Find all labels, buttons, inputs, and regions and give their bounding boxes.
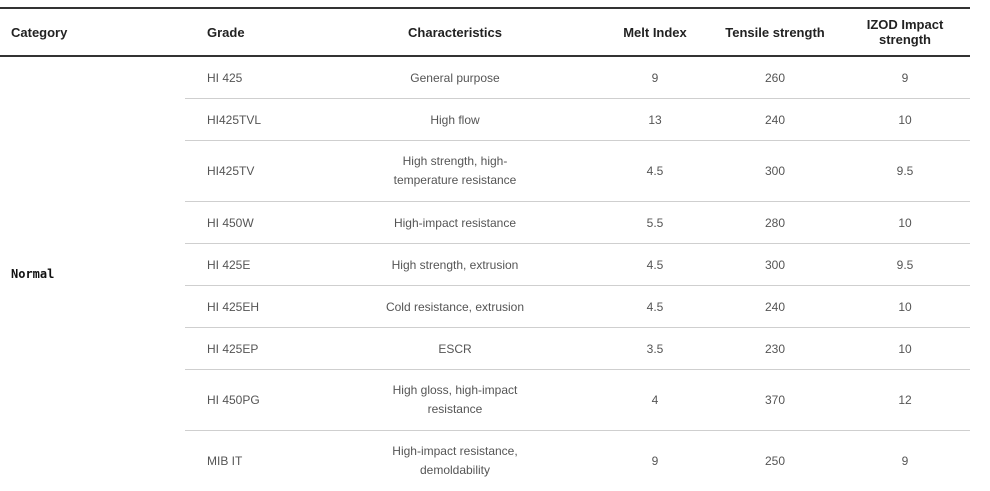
grade-cell: HI425TV — [185, 141, 310, 202]
tensile-strength-cell: 250 — [710, 431, 840, 491]
melt-index-cell: 5.5 — [600, 202, 710, 244]
characteristics-cell: High gloss, high-impact resistance — [310, 370, 600, 431]
melt-index-cell: 3.5 — [600, 328, 710, 370]
category-cell: Normal — [0, 56, 185, 491]
characteristics-cell: High-impact resistance, demoldability — [310, 431, 600, 491]
tensile-strength-cell: 370 — [710, 370, 840, 431]
header-melt-index: Melt Index — [600, 8, 710, 56]
characteristics-cell: ESCR — [310, 328, 600, 370]
tensile-strength-cell: 260 — [710, 56, 840, 99]
characteristics-cell: High strength, extrusion — [310, 244, 600, 286]
header-izod-impact-strength: IZOD Impact strength — [840, 8, 970, 56]
izod-cell: 10 — [840, 202, 970, 244]
header-grade: Grade — [185, 8, 310, 56]
melt-index-cell: 4.5 — [600, 244, 710, 286]
melt-index-cell: 4.5 — [600, 141, 710, 202]
header-row: Category Grade Characteristics Melt Inde… — [0, 8, 970, 56]
table-row: Normal HI 425 General purpose 9 260 9 — [0, 56, 970, 99]
tensile-strength-cell: 240 — [710, 99, 840, 141]
izod-cell: 10 — [840, 286, 970, 328]
grade-cell: MIB IT — [185, 431, 310, 491]
grade-cell: HI 425EP — [185, 328, 310, 370]
izod-cell: 9.5 — [840, 141, 970, 202]
header-tensile-strength: Tensile strength — [710, 8, 840, 56]
grade-cell: HI 425EH — [185, 286, 310, 328]
izod-cell: 10 — [840, 328, 970, 370]
melt-index-cell: 4 — [600, 370, 710, 431]
tensile-strength-cell: 230 — [710, 328, 840, 370]
tensile-strength-cell: 300 — [710, 244, 840, 286]
grade-cell: HI 450W — [185, 202, 310, 244]
characteristics-cell: High flow — [310, 99, 600, 141]
melt-index-cell: 9 — [600, 56, 710, 99]
grade-cell: HI 425E — [185, 244, 310, 286]
characteristics-text: High-impact resistance, demoldability — [380, 442, 530, 480]
characteristics-cell: High strength, high-temperature resistan… — [310, 141, 600, 202]
tensile-strength-cell: 300 — [710, 141, 840, 202]
tensile-strength-cell: 280 — [710, 202, 840, 244]
characteristics-cell: Cold resistance, extrusion — [310, 286, 600, 328]
characteristics-cell: High-impact resistance — [310, 202, 600, 244]
grade-cell: HI425TVL — [185, 99, 310, 141]
izod-cell: 9 — [840, 56, 970, 99]
product-grade-table: Category Grade Characteristics Melt Inde… — [0, 7, 970, 491]
characteristics-text: High gloss, high-impact resistance — [380, 381, 530, 419]
izod-cell: 10 — [840, 99, 970, 141]
grade-cell: HI 425 — [185, 56, 310, 99]
izod-cell: 12 — [840, 370, 970, 431]
table-body: Normal HI 425 General purpose 9 260 9 HI… — [0, 56, 970, 491]
tensile-strength-cell: 240 — [710, 286, 840, 328]
table-header: Category Grade Characteristics Melt Inde… — [0, 8, 970, 56]
header-category: Category — [0, 8, 185, 56]
characteristics-text: High strength, high-temperature resistan… — [380, 152, 530, 190]
izod-cell: 9 — [840, 431, 970, 491]
product-grade-table-container: Category Grade Characteristics Melt Inde… — [0, 7, 970, 491]
grade-cell: HI 450PG — [185, 370, 310, 431]
characteristics-cell: General purpose — [310, 56, 600, 99]
melt-index-cell: 9 — [600, 431, 710, 491]
melt-index-cell: 13 — [600, 99, 710, 141]
header-characteristics: Characteristics — [310, 8, 600, 56]
izod-cell: 9.5 — [840, 244, 970, 286]
melt-index-cell: 4.5 — [600, 286, 710, 328]
